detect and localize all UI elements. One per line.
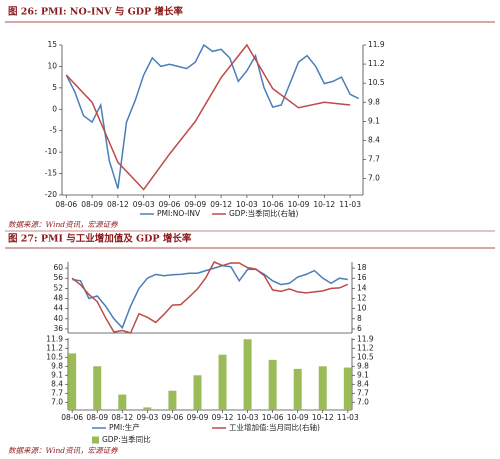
x-tick-label: 10-09 [288,200,310,209]
tick-label: 7.7 [368,155,380,164]
tick-label: 12 [357,294,367,303]
legend-label: PMI:NO-INV [157,209,201,218]
bar [243,339,252,410]
source: 数据来源：Wind资讯，宏源证券 [8,220,118,229]
x-tick-label: 10-12 [312,413,334,422]
source: 数据来源：Wind资讯，宏源证券 [8,446,118,455]
bar [118,394,127,410]
tick-label: 10 [47,61,57,70]
x-tick-label: 09-03 [133,200,155,209]
tick-label: 7.7 [51,388,63,397]
tick-label: 10.5 [368,78,385,87]
tick-label: 11.2 [46,343,63,352]
tick-label: 9.1 [368,116,380,125]
tick-label: 7.7 [357,388,369,397]
x-tick-label: 09-09 [184,200,206,209]
x-tick-label: 08-09 [86,413,108,422]
legend-label: 工业增加值:当月同比(右轴) [229,422,320,432]
tick-label: 9.8 [368,97,380,106]
tick-label: 7.0 [368,174,380,183]
tick-label: 60 [53,263,63,272]
bar [93,366,102,410]
x-tick-label: 11-03 [339,200,361,209]
x-tick-label: 08-12 [111,413,133,422]
tick-label: 11.2 [357,343,374,352]
tick-label: 18 [357,263,367,272]
tick-label: 11.9 [46,334,63,343]
bar [143,407,152,410]
tick-label: 5 [52,83,57,92]
x-tick-label: 11-03 [337,413,359,422]
tick-label: 11.9 [357,334,374,343]
legend-label: PMI:生产 [109,422,140,432]
bar [218,354,227,410]
tick-label: 40 [53,314,63,323]
tick-label: 36 [53,324,63,333]
tick-label: 6 [357,324,362,333]
x-tick-label: 10-03 [236,200,258,209]
x-tick-label: 10-06 [262,413,284,422]
tick-label: 7.0 [357,397,369,406]
tick-label: 11.2 [368,59,385,68]
legend-swatch [92,436,99,444]
x-tick-label: 09-09 [187,413,209,422]
tick-label: -15 [45,169,57,178]
tick-label: 16 [357,273,367,282]
bar [293,368,302,410]
tick-label: 8.4 [357,379,369,388]
x-tick-label: 08-06 [55,200,77,209]
bar [268,359,277,410]
tick-label: 44 [53,304,63,313]
bar [168,390,177,410]
tick-label: 10.5 [357,352,374,361]
tick-label: 8.4 [51,379,63,388]
bar [343,367,352,410]
bar [318,366,327,410]
tick-label: 9.8 [357,361,369,370]
tick-label: 10 [357,304,367,313]
tick-label: 9.1 [357,370,369,379]
tick-label: 8 [357,314,362,323]
x-tick-label: 08-06 [61,413,83,422]
x-tick-label: 10-06 [262,200,284,209]
x-tick-label: 10-03 [237,413,259,422]
x-tick-label: 09-12 [210,200,232,209]
legend-label: GDP:当季同比(右轴) [229,208,299,218]
figure-title: 图 26: PMI: NO-INV 与 GDP 增长率 [8,6,183,18]
tick-label: 56 [53,273,63,282]
series-line [65,43,351,191]
tick-label: 10.5 [46,352,63,361]
series-line [71,261,349,334]
tick-label: 8.4 [368,135,380,144]
tick-label: 48 [53,294,63,303]
tick-label: 11.9 [368,40,385,49]
tick-label: 14 [357,283,367,292]
tick-label: 7.0 [51,397,63,406]
x-tick-label: 09-06 [162,413,184,422]
tick-label: 52 [53,283,63,292]
tick-label: 15 [47,40,57,49]
x-tick-label: 09-03 [136,413,158,422]
x-tick-label: 08-09 [81,200,103,209]
figure-title: 图 27: PMI 与工业增加值及 GDP 增长率 [8,233,192,245]
tick-label: -20 [45,190,57,199]
tick-label: 9.8 [51,361,63,370]
legend-label: GDP:当季同比 [102,434,151,444]
series-line [65,43,360,189]
x-tick-label: 09-06 [159,200,181,209]
tick-label: -5 [50,126,58,135]
tick-label: 9.1 [51,370,63,379]
x-tick-label: 10-09 [287,413,309,422]
series-line [72,264,348,330]
bar [193,375,202,410]
x-tick-label: 10-12 [313,200,335,209]
x-tick-label: 09-12 [212,413,234,422]
bar [68,353,77,410]
x-tick-label: 08-12 [107,200,129,209]
tick-label: -10 [45,147,57,156]
tick-label: 0 [52,104,57,113]
